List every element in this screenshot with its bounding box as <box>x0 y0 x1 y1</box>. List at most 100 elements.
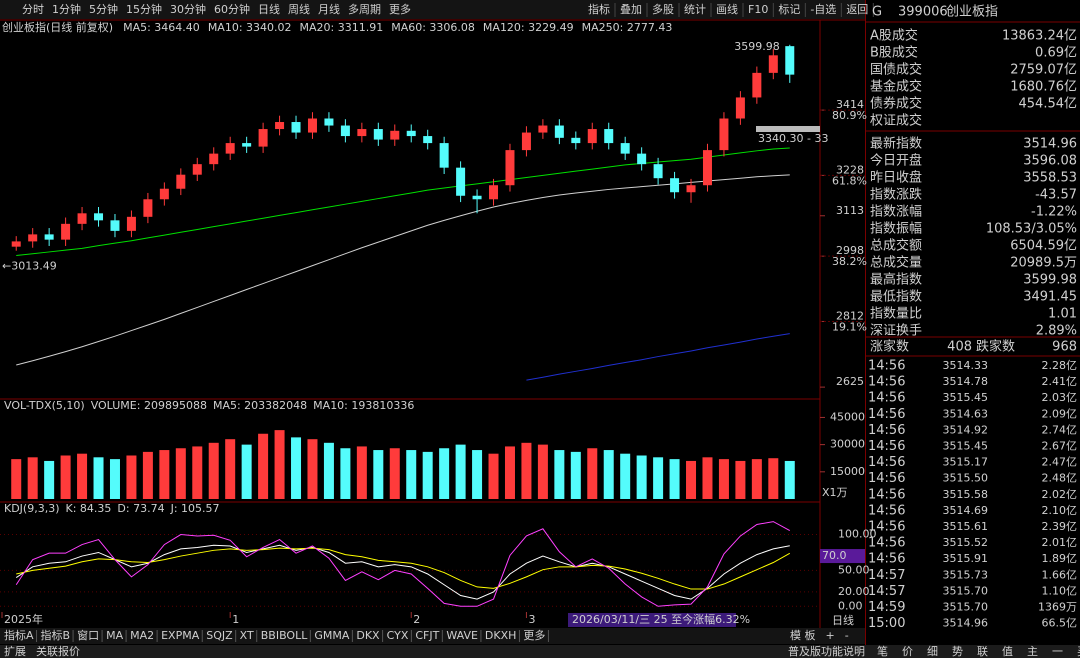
volume-bar <box>603 450 614 499</box>
indicator-tab[interactable]: CYX <box>387 629 409 642</box>
candle-body <box>225 143 235 154</box>
tick-price: 3514.78 <box>943 375 989 388</box>
ma-legend: MA60: 3306.08 <box>391 21 475 34</box>
ma-legend: MA250: 2777.43 <box>582 21 673 34</box>
volume-bar <box>702 457 713 499</box>
status-bg <box>0 645 1080 658</box>
volume-bar <box>142 451 153 499</box>
tick-amount: 2.41亿 <box>1042 375 1078 388</box>
tool-button[interactable]: -自选 <box>810 3 836 16</box>
quote-value: 2.89% <box>1036 324 1077 339</box>
volume-bar <box>455 444 466 499</box>
candle-body <box>489 185 499 200</box>
stock-name: 创业板指 <box>946 5 998 20</box>
quote-value: 3558.53 <box>1023 171 1077 186</box>
tool-button[interactable]: 返回 <box>846 3 868 16</box>
indicator-tab[interactable]: MA <box>106 629 123 642</box>
indicator-tab[interactable]: DKX <box>356 629 380 642</box>
indicator-tab[interactable]: BBIBOLL <box>261 629 308 642</box>
period-tab[interactable]: 30分钟 <box>170 2 206 16</box>
indicator-tab[interactable]: GMMA <box>314 629 350 642</box>
tick-time: 14:56 <box>868 423 905 438</box>
indicator-tab[interactable]: XT <box>240 629 254 642</box>
tool-button[interactable]: 画线 <box>716 2 738 16</box>
tick-time: 14:56 <box>868 471 905 486</box>
status-item[interactable]: 价 <box>902 645 913 658</box>
template-button[interactable]: - <box>845 629 849 642</box>
low-annotation: ←3013.49 <box>2 260 57 273</box>
candle-body <box>176 174 186 189</box>
period-tab[interactable]: 月线 <box>318 2 340 16</box>
tick-time: 14:56 <box>868 391 905 406</box>
candle-body <box>505 150 515 186</box>
status-item[interactable]: 一 <box>1052 645 1063 658</box>
tick-amount: 2.74亿 <box>1042 423 1078 436</box>
period-tab[interactable]: 多周期 <box>348 2 381 16</box>
status-item[interactable]: 扩展 <box>4 644 26 658</box>
candle-body <box>275 122 285 130</box>
status-item[interactable]: 主 <box>1027 645 1038 658</box>
period-tab[interactable]: 5分钟 <box>89 2 118 16</box>
candle-body <box>604 129 614 144</box>
status-item[interactable]: 值 <box>1002 645 1013 658</box>
tick-amount: 2.39亿 <box>1042 520 1078 533</box>
quote-label: 指数量比 <box>870 307 922 322</box>
status-item[interactable]: 势 <box>952 645 963 658</box>
tick-amount: 2.03亿 <box>1042 391 1078 404</box>
x-tick-label: 2 <box>413 613 420 626</box>
tool-button[interactable]: 叠加 <box>620 3 642 16</box>
indicator-tab[interactable]: CFJT <box>415 629 439 642</box>
status-item[interactable]: 普及版功能说明 <box>788 644 865 658</box>
tool-button[interactable]: 统计 <box>684 3 706 16</box>
status-item[interactable]: 笔 <box>877 644 888 658</box>
template-button[interactable]: 模 板 <box>790 628 816 642</box>
kdj-legend: K: 84.35 <box>66 502 112 515</box>
y-tick-label: 3414 <box>836 98 864 111</box>
period-tab[interactable]: 更多 <box>389 2 411 16</box>
quote-label: 指数涨跌 <box>870 187 922 203</box>
kdj-line <box>15 521 791 607</box>
quote-value: 454.54亿 <box>1019 97 1078 112</box>
quote-value: 3491.45 <box>1023 290 1077 305</box>
tick-amount: 1.89亿 <box>1042 552 1078 565</box>
volume-bar <box>126 455 137 499</box>
period-tab[interactable]: 日线 <box>258 2 280 16</box>
status-item[interactable]: 细 <box>927 645 938 658</box>
candle-body <box>439 143 449 168</box>
status-item[interactable]: 关联报价 <box>36 644 80 658</box>
indicator-tab[interactable]: DKXH <box>485 629 517 642</box>
y-tick-label: 50.00 <box>838 563 870 576</box>
period-tab[interactable]: 60分钟 <box>214 2 250 16</box>
indicator-tab[interactable]: EXPMA <box>161 629 200 642</box>
indicator-tab[interactable]: SQJZ <box>206 629 233 642</box>
period-tab[interactable]: 1分钟 <box>52 2 81 16</box>
tick-amount: 2.67亿 <box>1042 440 1078 453</box>
status-item[interactable]: 联 <box>977 645 988 658</box>
period-tab[interactable]: 15分钟 <box>126 2 162 16</box>
volume-bar <box>159 450 170 499</box>
indicator-tab[interactable]: 指标A <box>4 628 34 642</box>
volume-bar <box>60 455 71 499</box>
indicator-tab[interactable]: MA2 <box>130 629 154 642</box>
candle-body <box>357 129 367 137</box>
fib-label: 61.8% <box>832 174 867 187</box>
tool-button[interactable]: 标记 <box>778 2 800 16</box>
y-tick-label: 15000 <box>830 465 865 478</box>
period-tab[interactable]: 分时 <box>22 3 44 16</box>
candle-body <box>44 234 54 240</box>
indicator-tab[interactable]: 窗口 <box>77 628 99 642</box>
template-button[interactable]: + <box>826 629 835 642</box>
indicator-tab[interactable]: 指标B <box>41 628 71 642</box>
tool-button[interactable]: F10 <box>748 3 768 16</box>
tool-button[interactable]: 多股 <box>652 2 674 16</box>
tool-button[interactable]: 指标 <box>588 2 610 16</box>
period-tab[interactable]: 周线 <box>288 2 310 16</box>
ma-legend: MA120: 3229.49 <box>483 21 574 34</box>
status-item[interactable]: 买 <box>1077 645 1080 658</box>
quote-value: 3599.98 <box>1023 273 1077 288</box>
indicator-tab[interactable]: WAVE <box>446 629 478 642</box>
tick-price: 3515.61 <box>943 520 989 533</box>
quote-label: 昨日收盘 <box>870 170 922 186</box>
indicator-tab[interactable]: 更多 <box>523 628 545 642</box>
tick-time: 14:57 <box>868 584 905 599</box>
